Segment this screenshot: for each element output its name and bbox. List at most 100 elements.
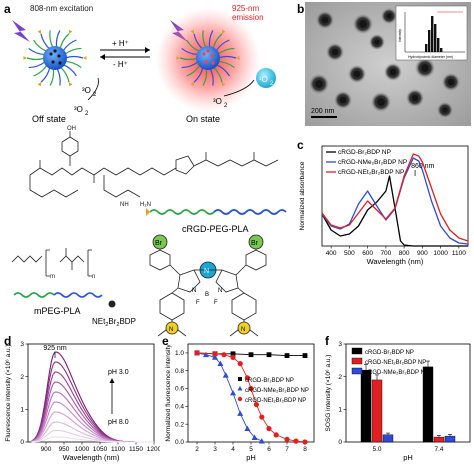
polymer-chain bbox=[55, 30, 61, 49]
dye-molecule bbox=[210, 54, 214, 58]
x-tick-label: 1050 bbox=[93, 446, 108, 453]
proton-add-label: + H⁺ bbox=[112, 39, 129, 48]
ph-data-point bbox=[237, 361, 243, 367]
tem-nanoparticles bbox=[309, 8, 460, 118]
dye-molecule bbox=[211, 61, 215, 65]
ph-data-point bbox=[248, 385, 254, 392]
tem-particle bbox=[315, 80, 323, 88]
ph-data-point bbox=[284, 436, 290, 442]
legend-marker bbox=[237, 396, 243, 402]
panel-label-c: c bbox=[297, 138, 304, 152]
dye-molecule bbox=[58, 61, 62, 65]
y-tick-label: 0.6 bbox=[175, 386, 184, 393]
ph-data-point bbox=[248, 352, 254, 358]
tem-particle bbox=[447, 78, 455, 86]
polymer-chain bbox=[59, 66, 70, 83]
tem-particle bbox=[331, 48, 339, 56]
x-tick-label: 500 bbox=[344, 250, 355, 257]
polymer-chain bbox=[62, 63, 77, 77]
panel-a-schematic: 808-nm excitation + H⁺ - H⁺ 925-nm emiss… bbox=[11, 4, 287, 337]
x-tick-label: 1100 bbox=[111, 446, 125, 453]
y-tick-label: 2 bbox=[20, 374, 24, 381]
y-tick-label: 1.0 bbox=[175, 350, 184, 357]
tem-particle bbox=[374, 39, 380, 45]
amine-right-label: N bbox=[241, 327, 245, 333]
x-tick-label: 950 bbox=[59, 446, 70, 453]
panel-label-e: e bbox=[162, 334, 169, 348]
x-tick-label: 900 bbox=[41, 446, 52, 453]
tem-particle bbox=[411, 94, 419, 102]
ph-data-point bbox=[302, 353, 308, 358]
dye-molecule bbox=[202, 52, 206, 56]
dls-xlabel: Hydrodynamic diameter (nm) bbox=[408, 55, 453, 59]
ph-data-point bbox=[212, 354, 218, 360]
tem-particle bbox=[386, 13, 392, 19]
ph-data-point bbox=[251, 434, 258, 440]
triplet-oxygen-right: ³O bbox=[213, 97, 222, 106]
tem-particle bbox=[339, 96, 347, 104]
rgd-ligand bbox=[190, 29, 194, 34]
polymer-chain bbox=[26, 57, 46, 61]
panel-b-tem-image: Hydrodynamic diameter (nm) Intensity 200… bbox=[305, 2, 471, 126]
x-tick-label: 3 bbox=[213, 446, 217, 453]
dye-molecule bbox=[206, 49, 210, 53]
x-tick-label: 1150 bbox=[129, 446, 143, 453]
x-tick-label: 8 bbox=[303, 446, 307, 453]
sosg-bar bbox=[444, 435, 456, 443]
hydroxyl-label: OH bbox=[67, 126, 76, 132]
peak-annotation: 925 nm bbox=[43, 345, 67, 352]
n-subscript: n bbox=[92, 274, 95, 280]
sosg-bar bbox=[371, 379, 383, 443]
legend-label: cRGD-Br₂BDP NP bbox=[338, 149, 391, 156]
dls-histogram bbox=[425, 16, 443, 52]
amine-h2n-label: H₂N bbox=[140, 202, 151, 208]
polymer-chain bbox=[49, 67, 55, 86]
tem-particle bbox=[442, 107, 448, 113]
ph-data-point bbox=[194, 350, 200, 356]
ph-data-point bbox=[230, 351, 236, 357]
dls-bar bbox=[437, 38, 440, 52]
dls-bar bbox=[440, 48, 443, 52]
dls-bar bbox=[434, 24, 437, 52]
ph-data-point bbox=[230, 354, 236, 360]
dye-molecule bbox=[53, 49, 57, 53]
legend-label: cRGD-NMe₂Br₂BDP NP bbox=[338, 159, 407, 166]
y-axis-label: Normalized absorbance bbox=[299, 161, 306, 230]
polymer-chain bbox=[56, 67, 61, 86]
x-tick-label: 1000 bbox=[433, 250, 448, 257]
polymer-chain bbox=[64, 55, 84, 59]
ph-data-point bbox=[293, 438, 299, 444]
excitation-label: 808-nm excitation bbox=[30, 4, 93, 13]
legend-label: cRGD-NEt₂Br₂BDP NP bbox=[245, 398, 306, 404]
panel-label-f: f bbox=[325, 334, 329, 348]
triplet-oxygen-left: ³O bbox=[82, 86, 91, 95]
dye-molecule bbox=[51, 60, 55, 64]
ph-data-point bbox=[237, 410, 244, 416]
polymer-chain bbox=[64, 47, 82, 56]
x-tick-label: 4 bbox=[231, 446, 235, 453]
y-axis-label: Fluorescence intensity (×10⁶ a.u.) bbox=[5, 344, 12, 441]
x-axis-label: Wavelength (nm) bbox=[367, 257, 424, 266]
central-nitrogen-label: N bbox=[204, 268, 209, 275]
rgd-ligand bbox=[37, 29, 41, 34]
ph-data-point bbox=[266, 426, 272, 432]
dye-molecule bbox=[57, 54, 61, 58]
nh-label: NH bbox=[120, 202, 129, 208]
mpeg-pla-structure bbox=[11, 248, 92, 277]
panel-d-fluorescence-chart: 900 950 1000 1050 1100 1150 1200 0 1 2 3 Wavelength… bbox=[5, 341, 160, 462]
panel-f-sosg-chart: 0 1 2 3 5.0 7.4 pH SOSG intensity (×10⁶ a.u.) cR… bbox=[325, 341, 471, 462]
absorbance-series-line bbox=[321, 175, 468, 247]
bromine-left-label: Br bbox=[155, 240, 163, 247]
x-tick-label: 1100 bbox=[452, 250, 466, 257]
singlet-oxygen-label: ¹O bbox=[259, 75, 268, 84]
fluorescence-spectrum-line bbox=[31, 351, 154, 443]
rgd-ligand bbox=[236, 56, 240, 60]
polymer-chain bbox=[28, 60, 46, 69]
y-axis-label: SOSG intensity (×10⁶ a.u.) bbox=[325, 355, 332, 432]
rgd-ligand bbox=[176, 56, 180, 60]
panel-label-b: b bbox=[297, 2, 305, 16]
nitrogen-right-label: N bbox=[218, 288, 222, 294]
x-tick-label: 5 bbox=[249, 446, 253, 453]
rgd-ligand bbox=[23, 56, 27, 60]
x-tick-label: 1000 bbox=[75, 446, 90, 453]
